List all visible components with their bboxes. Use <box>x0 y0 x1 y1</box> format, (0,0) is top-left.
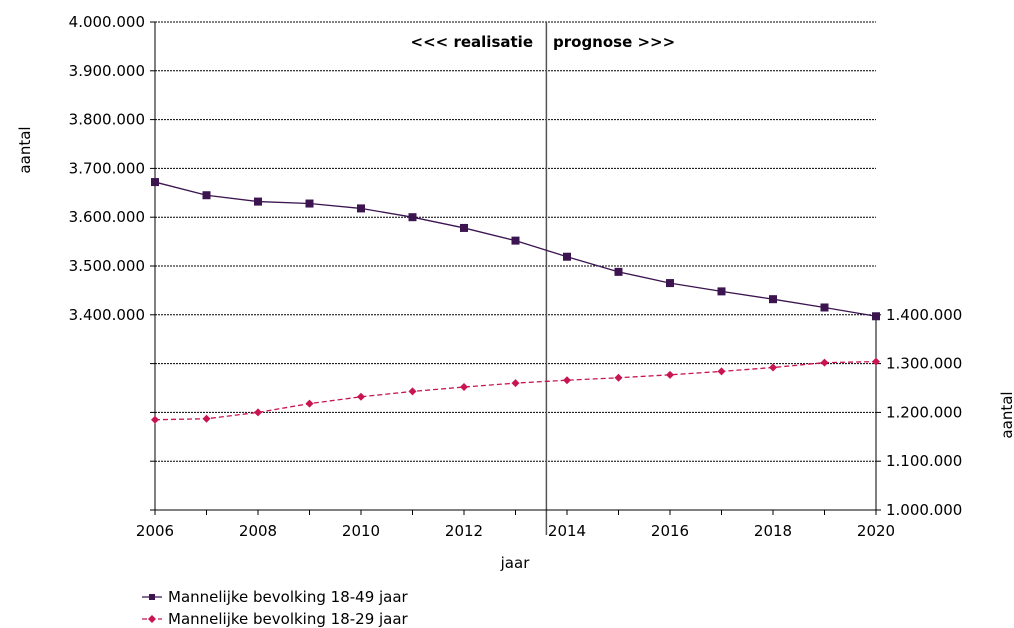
y-tick-label-left: 3.500.000 <box>69 257 145 275</box>
y-tick-label-right: 1.100.000 <box>886 452 962 470</box>
data-point-square <box>666 279 674 288</box>
x-tick-label: 2006 <box>136 522 174 540</box>
y-tick-label-left: 3.400.000 <box>69 306 145 324</box>
x-tick-label: 2012 <box>445 522 483 540</box>
data-point-diamond <box>408 387 417 396</box>
data-point-diamond <box>151 415 159 424</box>
y-tick-label-left: 4.000.000 <box>69 13 145 31</box>
legend-marker-diamond-icon <box>148 615 156 623</box>
x-tick-label: 2020 <box>857 522 895 540</box>
data-point-square <box>769 295 777 304</box>
y-tick-label-left: 3.700.000 <box>69 159 145 177</box>
data-point-square <box>408 213 417 222</box>
x-axis-title: jaar <box>500 554 531 572</box>
legend-marker-square-icon <box>149 594 155 600</box>
y-tick-label-left: 3.800.000 <box>69 111 145 129</box>
data-point-diamond <box>820 358 829 367</box>
data-point-square <box>563 252 571 261</box>
data-point-diamond <box>357 392 365 401</box>
legend: Mannelijke bevolking 18-49 jaar Mannelij… <box>142 588 409 628</box>
y-axis-title-left: aantal <box>16 126 34 173</box>
data-point-diamond <box>511 379 520 388</box>
legend-item-18-49: Mannelijke bevolking 18-49 jaar <box>142 588 409 606</box>
y-tick-label-right: 1.300.000 <box>886 355 962 373</box>
tick-labels: 4.000.000 3.900.000 3.800.000 3.700.000 3.60… <box>69 13 963 540</box>
data-point-diamond <box>872 357 880 366</box>
y-tick-label-right: 1.000.000 <box>886 501 962 519</box>
y-axis-title-right: aantal <box>998 391 1014 438</box>
data-point-square <box>202 191 211 200</box>
data-point-square <box>254 197 262 206</box>
y-tick-label-right: 1.400.000 <box>886 306 962 324</box>
x-tick-label: 2010 <box>342 522 380 540</box>
x-tick-label: 2016 <box>651 522 689 540</box>
data-point-diamond <box>666 370 674 379</box>
y-tick-label-left: 3.600.000 <box>69 208 145 226</box>
legend-label-18-29: Mannelijke bevolking 18-29 jaar <box>168 610 409 628</box>
data-point-diamond <box>460 383 468 392</box>
annotation-realisatie: <<< realisatie <box>411 33 533 51</box>
series-line-1 <box>154 360 877 421</box>
data-point-square <box>151 178 159 187</box>
y-tick-label-right: 1.200.000 <box>886 403 962 421</box>
x-tick-label: 2014 <box>548 522 586 540</box>
data-point-diamond <box>717 367 726 376</box>
data-point-square <box>305 199 314 208</box>
data-point-diamond <box>254 408 262 417</box>
legend-item-18-29: Mannelijke bevolking 18-29 jaar <box>142 610 409 628</box>
data-point-square <box>614 267 623 276</box>
data-point-square <box>511 236 520 245</box>
series-line-0 <box>154 181 877 317</box>
data-point-square <box>820 303 829 312</box>
series <box>151 178 880 424</box>
data-point-diamond <box>202 414 211 423</box>
data-point-square <box>717 287 726 296</box>
legend-label-18-49: Mannelijke bevolking 18-49 jaar <box>168 588 409 606</box>
data-point-diamond <box>769 363 777 372</box>
data-point-square <box>357 204 365 213</box>
x-tick-label: 2008 <box>239 522 277 540</box>
data-point-square <box>872 312 880 321</box>
x-tick-label: 2018 <box>754 522 792 540</box>
data-point-diamond <box>614 373 623 382</box>
gridlines <box>155 21 876 462</box>
data-point-diamond <box>563 376 571 385</box>
annotation-prognose: prognose >>> <box>553 33 675 51</box>
data-point-square <box>460 223 468 232</box>
data-point-diamond <box>305 399 314 408</box>
y-tick-label-left: 3.900.000 <box>69 62 145 80</box>
